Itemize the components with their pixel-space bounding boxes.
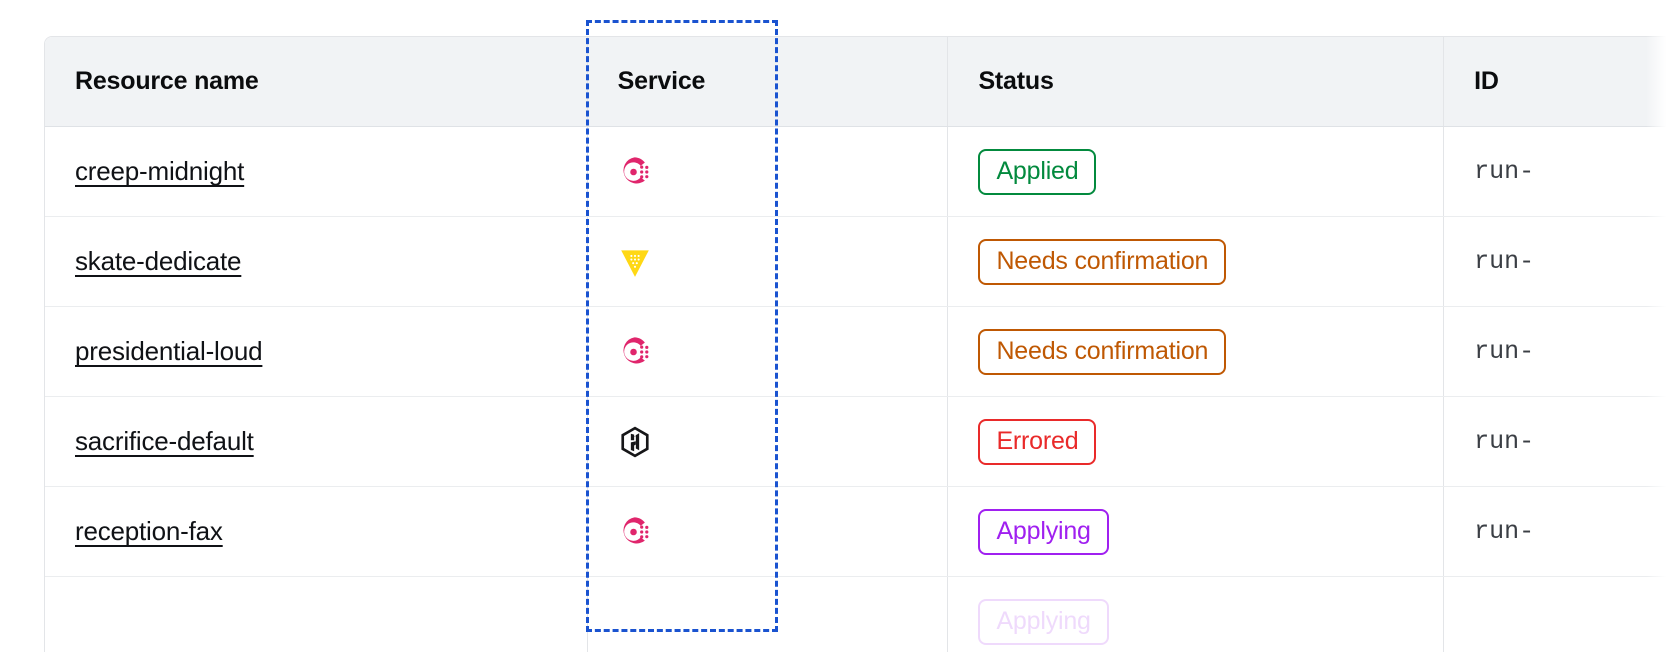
resources-table: Resource name Service Status ID creep-mi… [44,36,1672,652]
table-row[interactable]: presidential-loud Needs confirmation run… [45,307,1672,397]
status-badge: Applied [978,148,1097,195]
status-badge: Errored [978,418,1097,465]
column-header-id[interactable]: ID [1443,37,1672,126]
table-row[interactable]: creep-midnight Applied run- [45,127,1672,217]
table-row[interactable]: Applying [45,577,1672,652]
run-id-text: run- [1474,247,1535,276]
cell-resource-name: creep-midnight [45,127,587,216]
cell-resource-name [45,577,587,652]
cell-resource-name: reception-fax [45,487,587,576]
run-id-text: run- [1474,427,1535,456]
cell-resource-name: skate-dedicate [45,217,587,306]
resource-name-link[interactable]: creep-midnight [75,156,245,186]
run-id-text: run- [1474,337,1535,366]
cell-service [586,127,948,216]
table-body: creep-midnight Applied run- skate-dedica… [45,127,1672,652]
cell-id: run- [1443,307,1672,396]
cell-service [586,397,948,486]
cell-status: Applying [947,487,1443,576]
status-badge: Applying [978,508,1109,555]
run-id-text: run- [1474,157,1535,186]
cell-status: Needs confirmation [947,307,1443,396]
cell-service [586,577,948,652]
table-row[interactable]: sacrifice-default Errored run- [45,397,1672,487]
table-row[interactable]: skate-dedicate Needs confirmation run- [45,217,1672,307]
column-header-resource-name[interactable]: Resource name [75,67,259,95]
cell-id: run- [1443,217,1672,306]
resource-name-link[interactable]: skate-dedicate [75,246,242,276]
resource-name-link[interactable]: sacrifice-default [75,426,254,456]
cell-service [586,217,948,306]
cell-service [586,487,948,576]
cell-status: Needs confirmation [947,217,1443,306]
cell-id: run- [1443,487,1672,576]
cell-service [586,307,948,396]
column-header-service[interactable]: Service [586,37,948,126]
hashicorp-icon [621,426,649,457]
table-row[interactable]: reception-fax Applying run- [45,487,1672,577]
status-badge: Needs confirmation [978,328,1227,375]
run-id-text: run- [1474,517,1535,546]
cell-resource-name: presidential-loud [45,307,587,396]
consul-icon [623,516,649,543]
status-badge: Needs confirmation [978,238,1227,285]
cell-status: Errored [947,397,1443,486]
cell-id: run- [1443,397,1672,486]
cell-status: Applying [947,577,1443,652]
cell-id: run- [1443,127,1672,216]
cell-status: Applied [947,127,1443,216]
consul-icon [623,336,649,363]
resource-name-link[interactable]: presidential-loud [75,336,263,366]
vault-icon [620,249,649,277]
cell-id [1443,577,1672,652]
resource-name-link[interactable]: reception-fax [75,516,223,546]
status-badge: Applying [978,598,1109,645]
column-header-status[interactable]: Status [947,37,1443,126]
table-header-row: Resource name Service Status ID [45,37,1672,127]
cell-resource-name: sacrifice-default [45,397,587,486]
consul-icon [623,156,649,183]
